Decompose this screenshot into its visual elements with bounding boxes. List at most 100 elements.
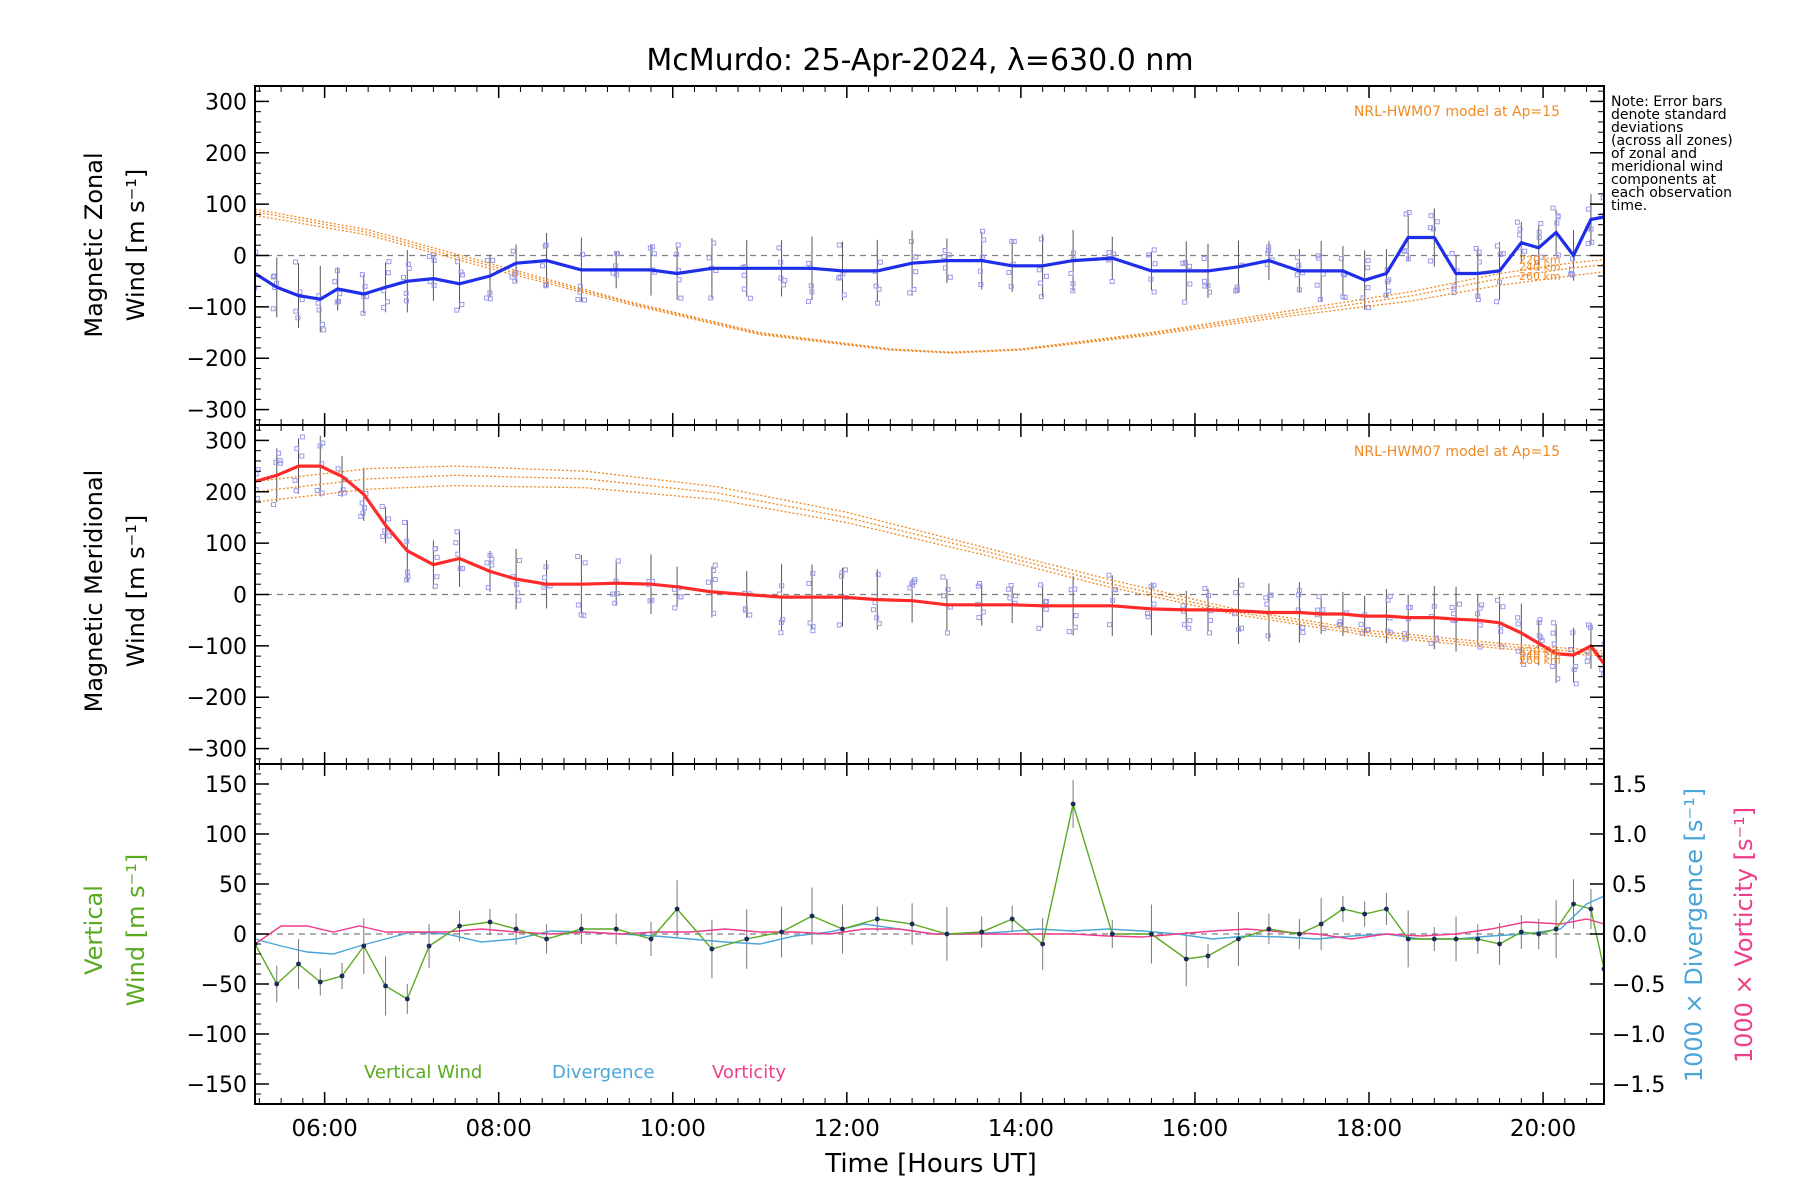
zonal-zone-point [806, 261, 812, 267]
vertical-wind-point [944, 931, 950, 937]
zonal-zone-point [512, 278, 518, 284]
zonal-zone-point [577, 283, 583, 289]
meridional-y-tick-label: 100 [205, 532, 247, 557]
meridional-zone-point [1072, 586, 1078, 592]
meridional-zone-point [1007, 595, 1013, 601]
meridional-zone-point [1038, 582, 1044, 588]
zonal-zone-point [1360, 295, 1366, 301]
zonal-zone-point [676, 277, 682, 283]
zonal-zone-point [1294, 254, 1300, 260]
meridional-zone-point [455, 551, 461, 557]
meridional-zone-point [379, 503, 385, 509]
vertical-wind-point [1040, 941, 1046, 947]
x-tick-label: 20:00 [1510, 1116, 1576, 1142]
meridional-model-curve [255, 474, 1604, 655]
zonal-zone-point [406, 265, 412, 271]
x-tick-label: 12:00 [814, 1116, 880, 1142]
meridional-zone-point [1072, 624, 1078, 630]
zonal-zone-point [1187, 281, 1193, 287]
zonal-zone-point [877, 259, 883, 265]
zonal-zone-point [1451, 283, 1457, 289]
zonal-ylabel-line2: Wind [m s⁻¹] [122, 169, 150, 321]
zonal-zone-point [1182, 299, 1188, 305]
zonal-zone-point [1428, 213, 1434, 219]
zonal-zone-point [1338, 256, 1344, 262]
meridional-zone-point [542, 575, 548, 581]
vertical-y-tick-label: 150 [205, 773, 247, 798]
meridional-zone-point [404, 569, 410, 575]
meridional-zone-point [1536, 633, 1542, 639]
zonal-zone-point [1550, 205, 1556, 211]
zonal-zone-point [362, 283, 368, 289]
meridional-y-tick-label: −300 [187, 738, 247, 763]
zonal-zone-point [911, 286, 917, 292]
meridional-zone-point [1182, 622, 1188, 628]
meridional-zone-point [380, 533, 386, 539]
zonal-zone-point [293, 308, 299, 314]
meridional-zone-point [614, 591, 620, 597]
vertical-wind-line [255, 801, 1604, 1001]
vertical-wind-point [1384, 906, 1389, 912]
meridional-zone-point [1521, 661, 1527, 667]
zonal-zone-point [1365, 265, 1371, 271]
zonal-zone-point [1386, 288, 1392, 294]
vertical-wind-point [809, 913, 815, 919]
meridional-zone-point [299, 453, 305, 459]
meridional-ylabel-line1: Magnetic Meridional [80, 470, 108, 713]
zonal-zone-point [319, 321, 325, 327]
divergence-y2label: 1000 × Divergence [s⁻¹] [1680, 788, 1708, 1082]
zonal-model-height-label: 240 km [1519, 261, 1561, 274]
zonal-zone-point [1070, 288, 1076, 294]
zonal-zone-point [1476, 259, 1482, 265]
meridional-zone-point [575, 602, 581, 608]
meridional-zone-point [276, 450, 282, 456]
meridional-zone-point [1500, 604, 1506, 610]
zonal-y-tick-label: 300 [205, 90, 247, 115]
meridional-zone-point [273, 459, 279, 465]
meridional-zone-point [1555, 676, 1561, 682]
zonal-zone-point [1038, 280, 1044, 286]
meridional-zone-point [1145, 614, 1151, 620]
zonal-zone-point [359, 272, 365, 278]
meridional-zone-point [1320, 607, 1326, 613]
zonal-zone-point [575, 297, 581, 303]
zonal-zone-point [384, 299, 390, 305]
zonal-zone-point [1568, 266, 1574, 272]
meridional-zone-point [1387, 593, 1393, 599]
vertical-wind-point [1405, 936, 1411, 942]
zonal-zone-point [1555, 213, 1561, 219]
meridional-zone-point [678, 594, 684, 600]
zonal-zone-point [1536, 235, 1542, 241]
zonal-zone-point [1146, 252, 1152, 258]
meridional-zone-point [1042, 599, 1048, 605]
zonal-zone-point [270, 274, 276, 280]
x-tick-labels: 06:00 08:00 10:00 12:00 14:00 16:00 18:00 20:00 [291, 1116, 1576, 1142]
zonal-zone-point [484, 257, 490, 263]
zonal-zone-point [1296, 262, 1302, 268]
vertical-wind-point [909, 921, 915, 927]
zonal-zone-point [1434, 219, 1440, 225]
zonal-zone-point [1538, 220, 1544, 226]
meridional-model-curve [255, 465, 1604, 652]
legend-divergence: Divergence [552, 1062, 655, 1083]
vorticity-y2label: 1000 × Vorticity [s⁻¹] [1730, 807, 1758, 1063]
meridional-zone-point [515, 590, 521, 596]
vertical-wind-point [1318, 921, 1324, 927]
meridional-zone-point [271, 502, 277, 508]
meridional-zone-point [338, 490, 344, 496]
vertical-wind-point [361, 943, 367, 949]
zonal-zone-point [1109, 278, 1115, 284]
meridional-y-tick-label: 300 [205, 429, 247, 454]
meridional-zone-point [1008, 582, 1014, 588]
meridional-zone-point [1106, 622, 1112, 628]
meridional-zone-point [1584, 658, 1590, 664]
meridional-zone-point [780, 617, 786, 623]
zonal-zone-point [542, 243, 548, 249]
zonal-zone-point [1585, 241, 1591, 247]
zonal-zone-point [778, 275, 784, 281]
meridional-zone-point [712, 577, 718, 583]
meridional-zone-point [1186, 625, 1192, 631]
zonal-zone-point [1384, 279, 1390, 285]
zonal-zone-point [459, 272, 465, 278]
zonal-zone-point [334, 268, 340, 274]
